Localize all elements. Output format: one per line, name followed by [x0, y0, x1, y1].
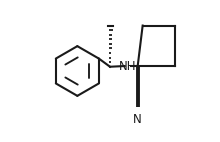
Text: N: N [133, 113, 142, 126]
Text: NH: NH [119, 59, 136, 73]
